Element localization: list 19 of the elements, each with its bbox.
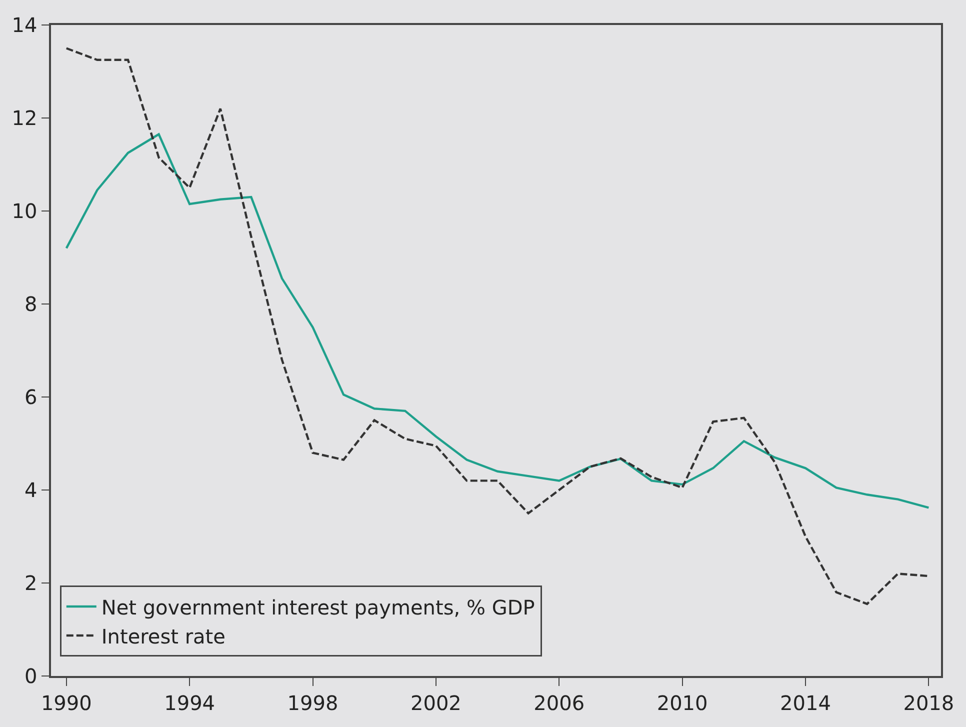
legend-label: Net government interest payments, % GDP	[101, 595, 535, 620]
line-series	[65, 133, 930, 509]
x-tick-label: 2006	[534, 690, 585, 715]
x-tick-label: 2002	[410, 690, 462, 715]
legend-label: Interest rate	[101, 624, 226, 648]
x-tick-label: 2014	[780, 690, 831, 715]
x-tick-label: 1994	[164, 690, 216, 715]
y-tick-label: 4	[24, 478, 38, 502]
y-tick-label: 0	[24, 664, 38, 688]
x-tick-label: 1998	[287, 690, 338, 715]
y-tick-label: 6	[24, 385, 38, 409]
y-tick-label: 14	[12, 13, 38, 37]
y-tick-label: 12	[12, 106, 38, 130]
x-tick-label: 2010	[656, 690, 708, 715]
y-tick-label: 8	[24, 292, 38, 316]
y-tick-label: 2	[24, 571, 38, 595]
y-tick-label: 10	[12, 199, 38, 223]
x-tick-label: 2018	[903, 690, 954, 715]
x-tick-label: 1990	[40, 690, 92, 715]
